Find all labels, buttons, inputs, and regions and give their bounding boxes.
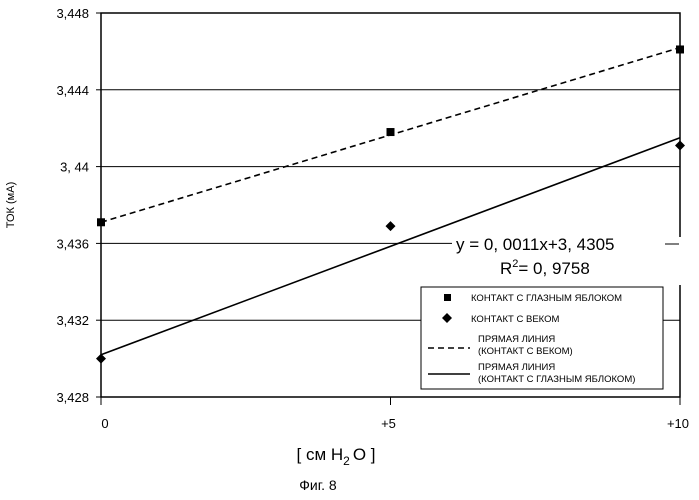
legend-label-trend-eyeball-1: ПРЯМАЯ ЛИНИЯ [478, 362, 555, 373]
figure-caption: Фиг. 8 [299, 477, 337, 493]
x-tick-label: 0 [101, 416, 108, 431]
y-tick-label: 3, 44 [60, 160, 89, 175]
regression-annotation: y = 0, 0011x+3, 4305 R2= 0, 9758 [452, 235, 682, 285]
y-tick-label: 3,428 [56, 390, 89, 405]
y-tick-label: 3,448 [56, 6, 89, 21]
x-axis-label: [ см H2O ] [297, 445, 376, 468]
data-point-diamond [96, 354, 106, 364]
x-axis-ticks: 0 +5 +10 [101, 397, 689, 431]
legend-label-trend-eyelid-2: (КОНТАКТ С ВЕКОМ) [478, 346, 573, 357]
data-point-square [97, 218, 105, 226]
data-point-diamond [386, 221, 396, 231]
data-point-square [387, 128, 395, 136]
y-tick-label: 3,436 [56, 236, 89, 251]
data-point-square [676, 45, 684, 53]
data-point-diamond [675, 140, 685, 150]
legend-label-trend-eyelid-1: ПРЯМАЯ ЛИНИЯ [478, 334, 555, 345]
y-axis-ticks: 3,428 3,432 3,436 3, 44 3,444 3,448 [56, 6, 101, 405]
x-tick-label: +5 [381, 416, 396, 431]
x-tick-label: +10 [667, 416, 689, 431]
regression-equation: y = 0, 0011x+3, 4305 [456, 235, 614, 254]
legend-square-marker [444, 294, 451, 301]
legend-label-trend-eyeball-2: (КОНТАКТ С ГЛАЗНЫМ ЯБЛОКОМ) [478, 374, 635, 385]
y-tick-label: 3,444 [56, 83, 89, 98]
grid-lines [101, 90, 680, 320]
y-tick-label: 3,432 [56, 313, 89, 328]
legend-label-eyelid: КОНТАКТ С ВЕКОМ [471, 314, 559, 325]
legend-label-eyeball: КОНТАКТ С ГЛАЗНЫМ ЯБЛОКОМ [471, 293, 622, 304]
y-axis-label: ТОК (мА) [5, 182, 17, 228]
legend: КОНТАКТ С ГЛАЗНЫМ ЯБЛОКОМ КОНТАКТ С ВЕКО… [421, 287, 663, 389]
